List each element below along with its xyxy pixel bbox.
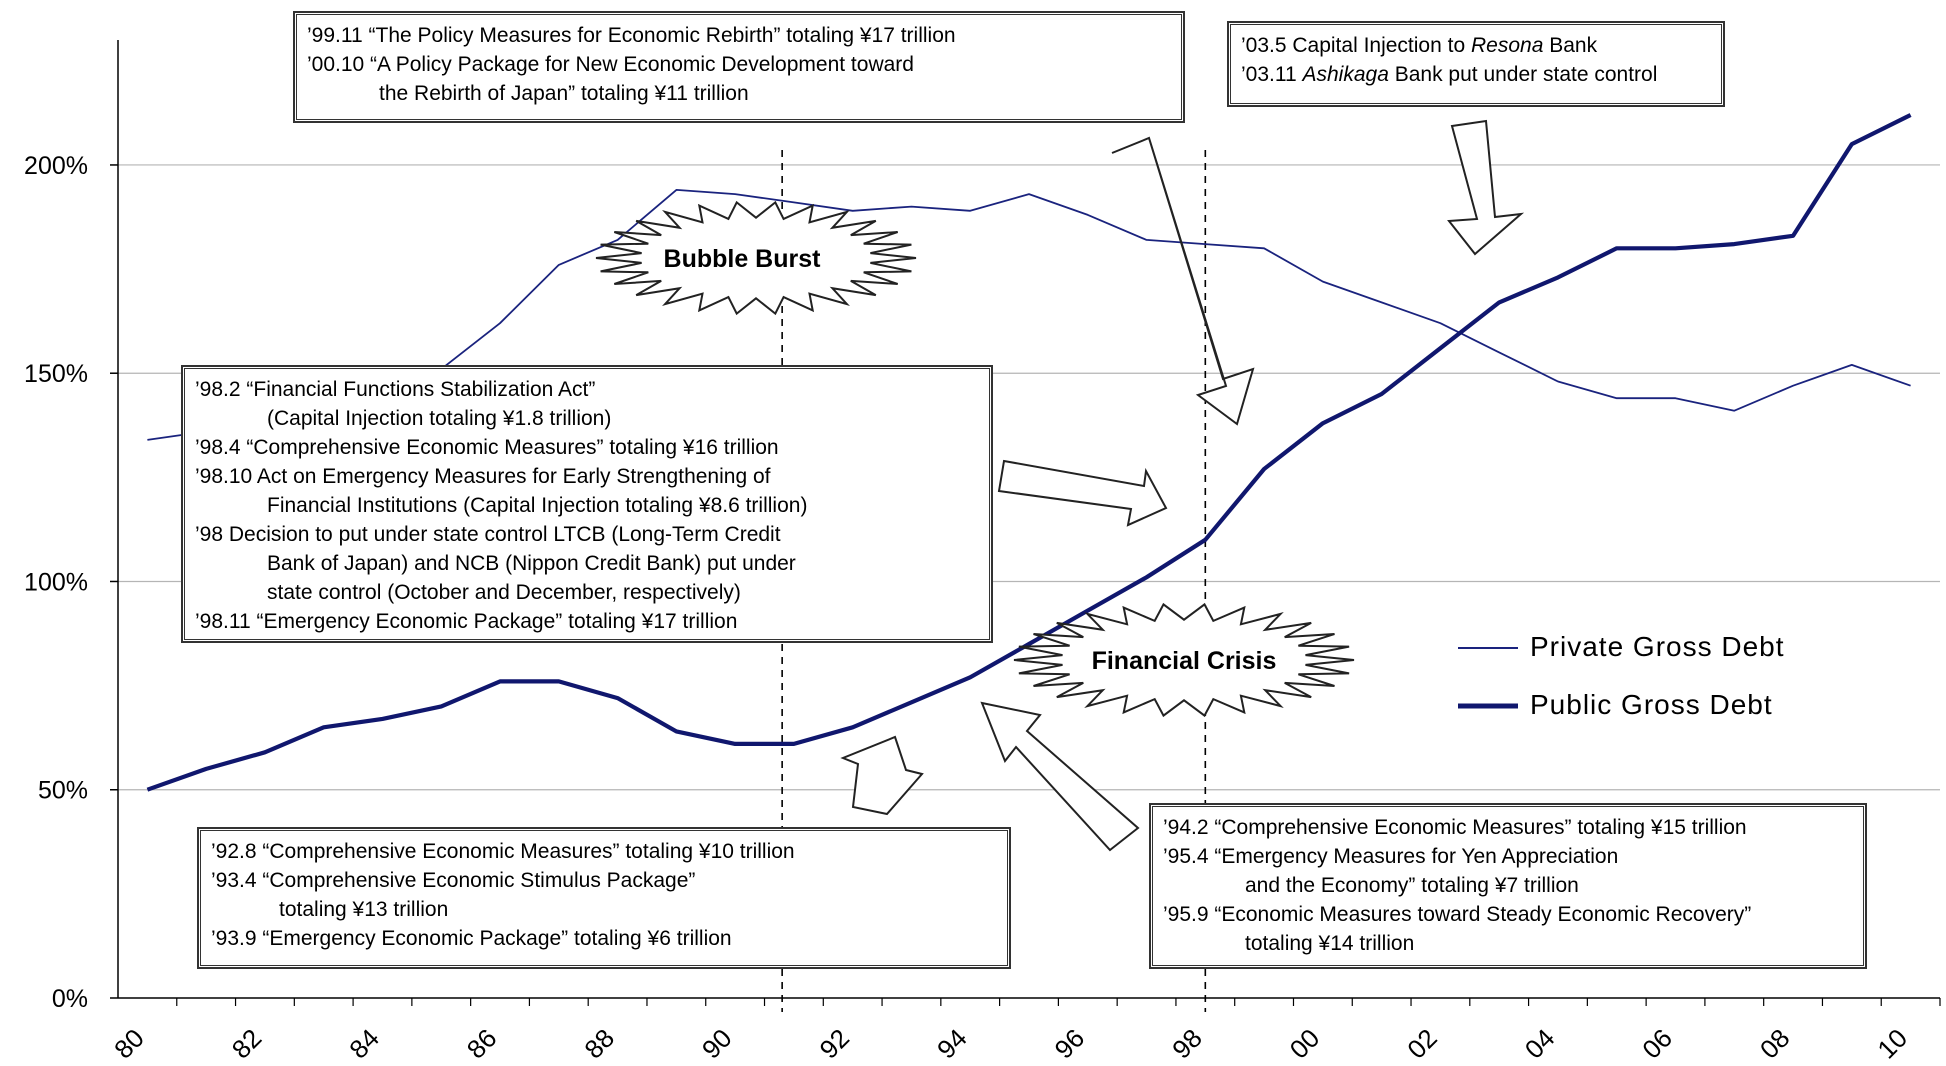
note-line: the Rebirth of Japan” totaling ¥11 trill… [379,82,749,105]
x-tick-label: 00 [1284,1023,1326,1065]
y-tick-labels: 0% 50% 100% 150% 200% [24,152,88,1013]
x-tick-label: 86 [461,1023,503,1065]
x-tick-label: 94 [931,1023,973,1065]
note-line: (Capital Injection totaling ¥1.8 trillio… [267,407,612,430]
bubble-burst-starburst [595,200,917,316]
note-box-2003: ’03.5 Capital Injection to Resona Bank ’… [1228,22,1724,106]
arrows [840,119,1525,852]
x-tick-labels: 80 82 84 86 88 90 92 94 96 98 00 02 04 06 08 10 [108,1023,1913,1065]
x-tick-label: 80 [108,1023,150,1065]
note-line: and the Economy” totaling ¥7 trillion [1245,874,1579,897]
x-tick-label: 90 [696,1023,738,1065]
x-tick-label: 92 [813,1023,855,1065]
axes [110,40,1941,1006]
y-tick-label: 100% [24,568,88,596]
y-tick-label: 50% [38,777,88,805]
note-line: Financial Institutions (Capital Injectio… [267,494,808,517]
x-tick-label: 84 [343,1023,385,1065]
note-line: ’92.8 “Comprehensive Economic Measures” … [211,840,795,863]
note-line: ’95.4 “Emergency Measures for Yen Apprec… [1163,845,1619,868]
note-line: totaling ¥13 trillion [279,898,449,921]
note-line: ’93.9 “Emergency Economic Package” total… [211,927,732,950]
legend-label-private: Private Gross Debt [1530,631,1785,662]
arrow-2003-notes [1447,119,1525,256]
x-tick-label: 06 [1636,1023,1678,1065]
arrow-1999-notes [1111,136,1255,426]
x-tick-label: 98 [1166,1023,1208,1065]
y-tick-label: 200% [24,152,88,180]
note-line: ’94.2 “Comprehensive Economic Measures” … [1163,816,1747,839]
note-line: totaling ¥14 trillion [1245,932,1415,955]
note-line: ’03.11 Ashikaga Bank put under state con… [1241,63,1658,86]
x-tick-label: 04 [1519,1023,1561,1065]
note-line: ’93.4 “Comprehensive Economic Stimulus P… [211,869,696,892]
note-line: ’98.11 “Emergency Economic Package” tota… [195,610,738,633]
arrow-1994-notes [980,701,1140,852]
note-line: ’98.2 “Financial Functions Stabilization… [195,378,596,401]
note-line: ’98.4 “Comprehensive Economic Measures” … [195,436,779,459]
legend: Private Gross Debt Public Gross Debt [1458,631,1785,720]
note-box-1999: ’99.11 “The Policy Measures for Economic… [294,12,1184,122]
note-box-1994: ’94.2 “Comprehensive Economic Measures” … [1150,804,1866,968]
x-tick-label: 88 [578,1023,620,1065]
x-tick-label: 96 [1049,1023,1091,1065]
note-line: ’03.5 Capital Injection to Resona Bank [1241,34,1598,57]
note-box-1992: ’92.8 “Comprehensive Economic Measures” … [198,828,1010,968]
x-tick-label: 82 [226,1023,268,1065]
note-box-1998: ’98.2 “Financial Functions Stabilization… [182,366,992,642]
note-line: Bank of Japan) and NCB (Nippon Credit Ba… [267,552,796,575]
x-tick-label: 10 [1871,1023,1913,1065]
series-line-public [146,113,1912,792]
legend-label-public: Public Gross Debt [1530,689,1773,720]
note-line: ’99.11 “The Policy Measures for Economic… [307,24,956,47]
bubble-burst-label: Bubble Burst [664,245,822,273]
note-line: ’98 Decision to put under state control … [195,523,781,546]
arrow-1992-notes [840,735,924,816]
note-line: state control (October and December, res… [267,581,741,604]
x-tick-label: 08 [1754,1023,1796,1065]
x-tick-label: 02 [1401,1023,1443,1065]
note-line: ’95.9 “Economic Measures toward Steady E… [1163,903,1752,926]
financial-crisis-starburst [1013,602,1355,718]
y-tick-label: 150% [24,360,88,388]
note-line: ’00.10 “A Policy Package for New Economi… [307,53,914,76]
note-line: ’98.10 Act on Emergency Measures for Ear… [195,465,771,488]
financial-crisis-label: Financial Crisis [1092,647,1277,675]
arrow-1998-notes [997,459,1168,527]
y-tick-label: 0% [52,985,88,1013]
